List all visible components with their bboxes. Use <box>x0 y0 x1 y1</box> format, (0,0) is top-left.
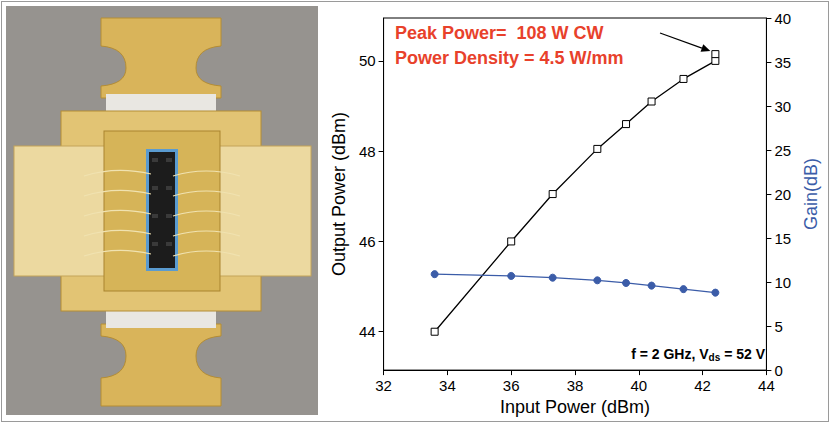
svg-text:Power Density = 4.5 W/mm: Power Density = 4.5 W/mm <box>395 48 624 68</box>
svg-text:25: 25 <box>774 142 791 159</box>
svg-text:0: 0 <box>774 362 782 379</box>
svg-text:44: 44 <box>359 323 376 340</box>
svg-text:5: 5 <box>774 318 782 335</box>
svg-text:15: 15 <box>774 230 791 247</box>
svg-text:40: 40 <box>630 377 647 394</box>
svg-text:Gain(dB): Gain(dB) <box>801 158 821 230</box>
svg-text:40: 40 <box>774 10 791 27</box>
svg-text:ds: ds <box>709 352 721 363</box>
svg-text:f = 2 GHz, V: f = 2 GHz, V <box>631 346 709 362</box>
svg-text:44: 44 <box>758 377 775 394</box>
svg-text:46: 46 <box>359 233 376 250</box>
svg-text:35: 35 <box>774 54 791 71</box>
svg-text:= 52 V: = 52 V <box>720 346 765 362</box>
svg-text:30: 30 <box>774 98 791 115</box>
svg-text:32: 32 <box>375 377 392 394</box>
svg-text:36: 36 <box>503 377 520 394</box>
svg-text:38: 38 <box>567 377 584 394</box>
svg-text:Peak Power= 108 W CW: Peak Power= 108 W CW <box>395 23 604 43</box>
svg-text:48: 48 <box>359 143 376 160</box>
svg-text:42: 42 <box>694 377 711 394</box>
svg-text:20: 20 <box>774 186 791 203</box>
svg-text:50: 50 <box>359 52 376 69</box>
svg-text:10: 10 <box>774 274 791 291</box>
svg-text:34: 34 <box>439 377 456 394</box>
svg-text:Input Power (dBm): Input Power (dBm) <box>500 397 650 417</box>
svg-text:Output Power (dBm): Output Power (dBm) <box>329 112 349 276</box>
